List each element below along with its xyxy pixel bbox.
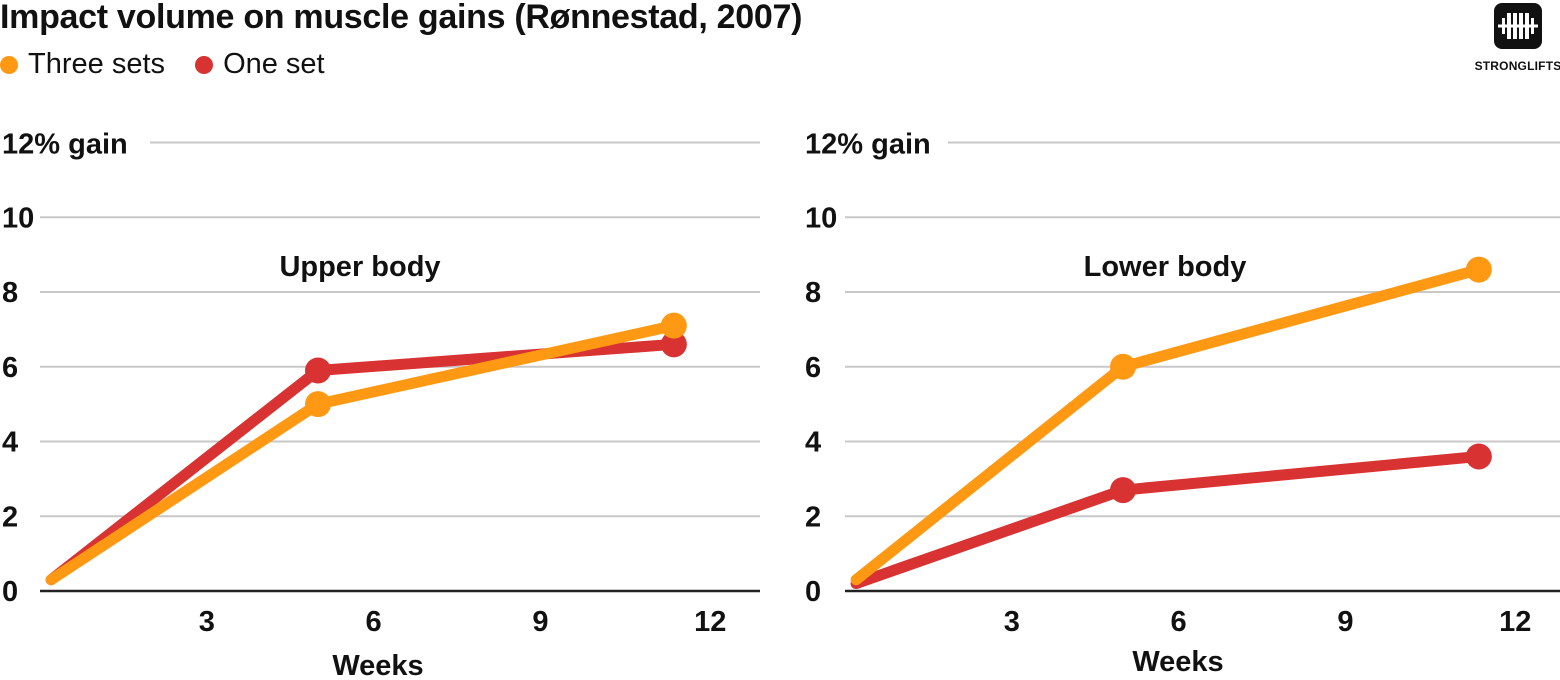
x-tick-label: 6 xyxy=(366,606,382,638)
series-line-one-set xyxy=(850,450,1485,590)
y-tick-label: 4 xyxy=(2,427,18,459)
data-point-three-sets xyxy=(1465,256,1492,283)
panel-label: Lower body xyxy=(1084,251,1247,283)
data-point-one-set xyxy=(1110,477,1136,504)
chart-title: Impact volume on muscle gains (Rønnestad… xyxy=(0,0,803,36)
y-tick-label: 6 xyxy=(2,352,18,384)
data-point-three-sets xyxy=(1110,353,1136,380)
panel-label: Upper body xyxy=(279,251,440,283)
data-point-three-sets xyxy=(660,312,687,339)
y-tick-label: 4 xyxy=(805,427,821,459)
legend-label-one-set: One set xyxy=(223,48,325,80)
barbell-icon xyxy=(1494,3,1542,49)
y-tick-label: 0 xyxy=(2,576,18,608)
x-tick-label: 6 xyxy=(1171,606,1187,638)
y-tick-label: 10 xyxy=(2,202,34,234)
x-axis-title: Weeks xyxy=(1132,646,1223,678)
x-tick-label: 12 xyxy=(1499,606,1531,638)
legend: Three sets One set xyxy=(0,48,347,82)
stronglifts-logo: STRONGLIFTS xyxy=(1472,2,1560,73)
x-tick-label: 3 xyxy=(1004,606,1020,638)
x-tick-label: 12 xyxy=(694,606,726,638)
x-tick-label: 9 xyxy=(1337,606,1353,638)
y-tick-label: 2 xyxy=(805,501,821,533)
chart-panel-upper-body: 0 2 4 6 8 10 12% gain 3 6 9 12 Weeks Upper body xyxy=(2,129,760,680)
data-point-one-set xyxy=(1465,443,1492,470)
data-point-one-set xyxy=(660,331,687,358)
series-line-one-set xyxy=(45,338,680,586)
y-tick-label: 6 xyxy=(805,352,821,384)
x-axis-title: Weeks xyxy=(332,650,423,680)
y-tick-label: 12% gain xyxy=(2,129,128,161)
chart-panel-lower-body: 0 2 4 6 8 10 12% gain 3 6 9 12 Weeks Lower body xyxy=(805,129,1560,678)
x-tick-label: 9 xyxy=(532,606,548,638)
data-point-one-set xyxy=(305,357,331,384)
y-tick-label: 10 xyxy=(805,202,837,234)
y-tick-label: 8 xyxy=(2,277,18,309)
legend-label-three-sets: Three sets xyxy=(28,48,165,80)
x-tick-label: 3 xyxy=(199,606,215,638)
legend-swatch-three-sets xyxy=(0,55,18,74)
y-tick-label: 8 xyxy=(805,277,821,309)
series-line-three-sets xyxy=(850,264,1485,586)
legend-item-one-set: One set xyxy=(195,48,325,81)
y-tick-label: 0 xyxy=(805,576,821,608)
legend-item-three-sets: Three sets xyxy=(0,48,165,81)
data-point-three-sets xyxy=(305,391,331,418)
logo-text: STRONGLIFTS xyxy=(1474,59,1560,73)
legend-swatch-one-set xyxy=(195,55,214,74)
y-tick-label: 12% gain xyxy=(805,129,931,161)
y-tick-label: 2 xyxy=(2,501,18,533)
